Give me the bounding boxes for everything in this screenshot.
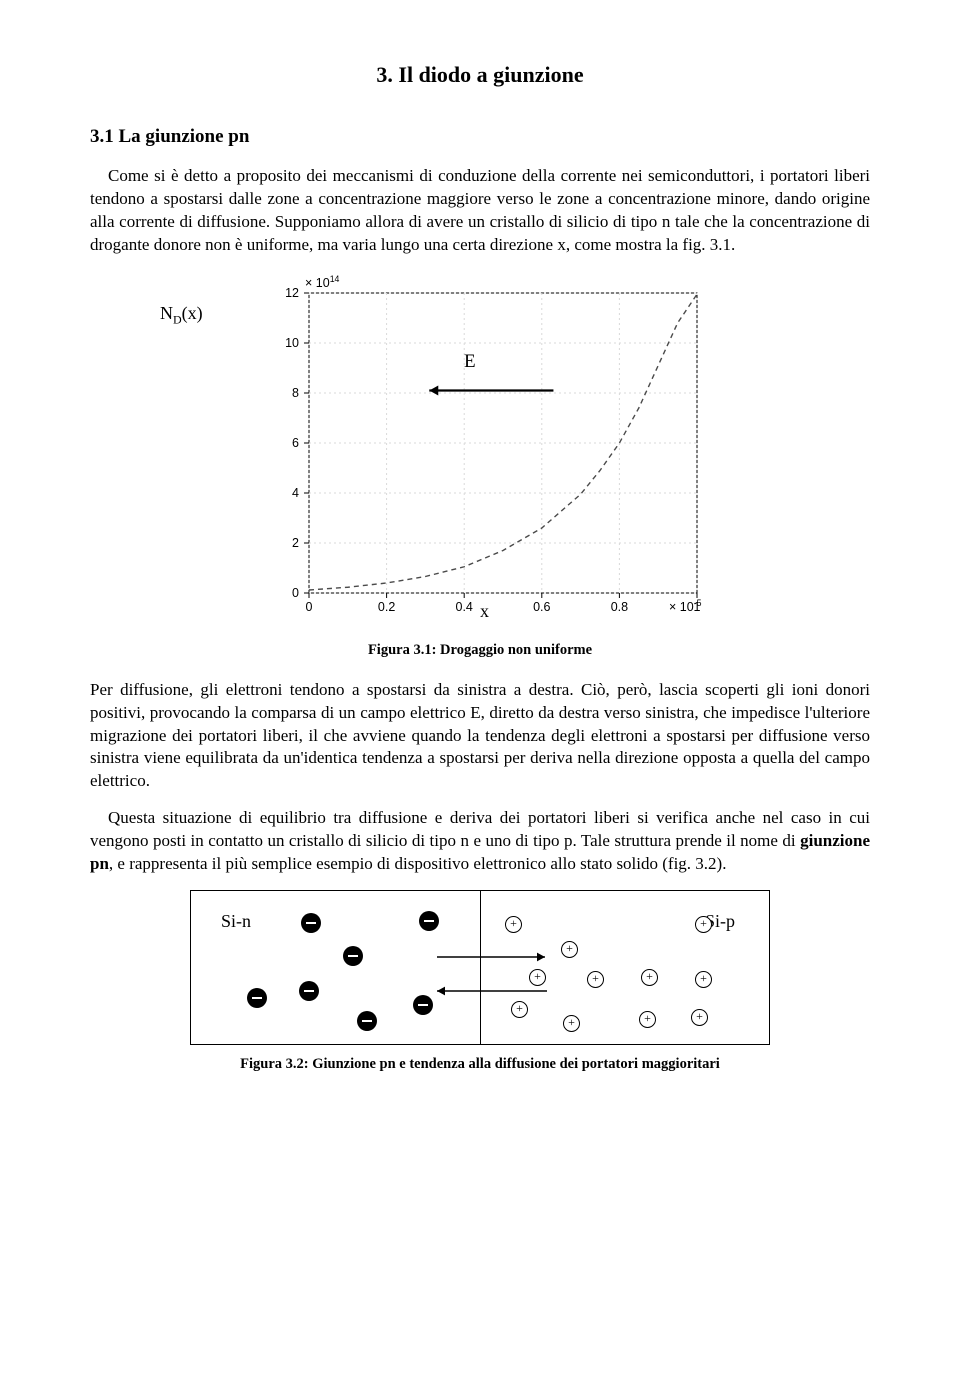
- svg-text:0.8: 0.8: [611, 600, 628, 614]
- figure-1: ND(x) E x 00.20.40.60.81024681012× 1014 …: [90, 271, 870, 661]
- svg-text:0.2: 0.2: [378, 600, 395, 614]
- electron-icon: [299, 981, 319, 1001]
- figure-2-caption: Figura 3.2: Giunzione pn e tendenza alla…: [90, 1055, 870, 1075]
- hole-icon: [529, 969, 546, 986]
- svg-text:× 1014: × 1014: [305, 274, 340, 290]
- hole-icon: [587, 971, 604, 988]
- hole-icon: [691, 1009, 708, 1026]
- paragraph-1: Come si è detto a proposito dei meccanis…: [90, 165, 870, 257]
- electron-icon: [413, 995, 433, 1015]
- electron-icon: [301, 913, 321, 933]
- svg-text:4: 4: [292, 486, 299, 500]
- page-title: 3. Il diodo a giunzione: [90, 60, 870, 90]
- svg-text:10: 10: [285, 336, 299, 350]
- electron-icon: [419, 911, 439, 931]
- figure-1-chart-svg: 00.20.40.60.81024681012× 1014 × 10-5: [251, 271, 709, 631]
- svg-text:12: 12: [285, 286, 299, 300]
- figure-1-ylabel: ND(x): [160, 301, 203, 328]
- hole-icon: [695, 916, 712, 933]
- figure-2-junction-box: Si-n Si-p: [190, 890, 770, 1045]
- hole-icon: [563, 1015, 580, 1032]
- electron-icon: [343, 946, 363, 966]
- paragraph-3a: Questa situazione di equilibrio tra diff…: [90, 808, 870, 850]
- hole-icon: [505, 916, 522, 933]
- figure-1-ylabel-suffix: (x): [182, 303, 203, 323]
- svg-text:6: 6: [292, 436, 299, 450]
- figure-2-divider: [480, 891, 481, 1044]
- figure-1-e-label: E: [464, 349, 476, 375]
- hole-icon: [511, 1001, 528, 1018]
- figure-2-arrow-layer: [191, 891, 771, 1046]
- section-heading: 3.1 La giunzione pn: [90, 124, 870, 150]
- svg-text:8: 8: [292, 386, 299, 400]
- hole-icon: [639, 1011, 656, 1028]
- figure-1-chartbox: ND(x) E x 00.20.40.60.81024681012× 1014 …: [220, 271, 740, 631]
- svg-text:0: 0: [292, 586, 299, 600]
- electron-icon: [357, 1011, 377, 1031]
- figure-2: Si-n Si-p Figura 3.2: Giunzione pn e ten…: [90, 890, 870, 1075]
- figure-1-ylabel-sub: D: [173, 313, 182, 327]
- svg-text:2: 2: [292, 536, 299, 550]
- paragraph-3: Questa situazione di equilibrio tra diff…: [90, 807, 870, 876]
- figure-1-ylabel-prefix: N: [160, 303, 173, 323]
- svg-text:0.4: 0.4: [456, 600, 473, 614]
- electron-icon: [247, 988, 267, 1008]
- hole-icon: [695, 971, 712, 988]
- svg-text:0: 0: [306, 600, 313, 614]
- figure-2-left-label: Si-n: [221, 909, 251, 933]
- svg-text:0.6: 0.6: [533, 600, 550, 614]
- figure-1-x-annotation: x: [480, 599, 489, 623]
- paragraph-3b: , e rappresenta il più semplice esempio …: [109, 854, 727, 873]
- figure-1-caption: Figura 3.1: Drogaggio non uniforme: [90, 641, 870, 661]
- hole-icon: [561, 941, 578, 958]
- paragraph-2: Per diffusione, gli elettroni tendono a …: [90, 679, 870, 794]
- hole-icon: [641, 969, 658, 986]
